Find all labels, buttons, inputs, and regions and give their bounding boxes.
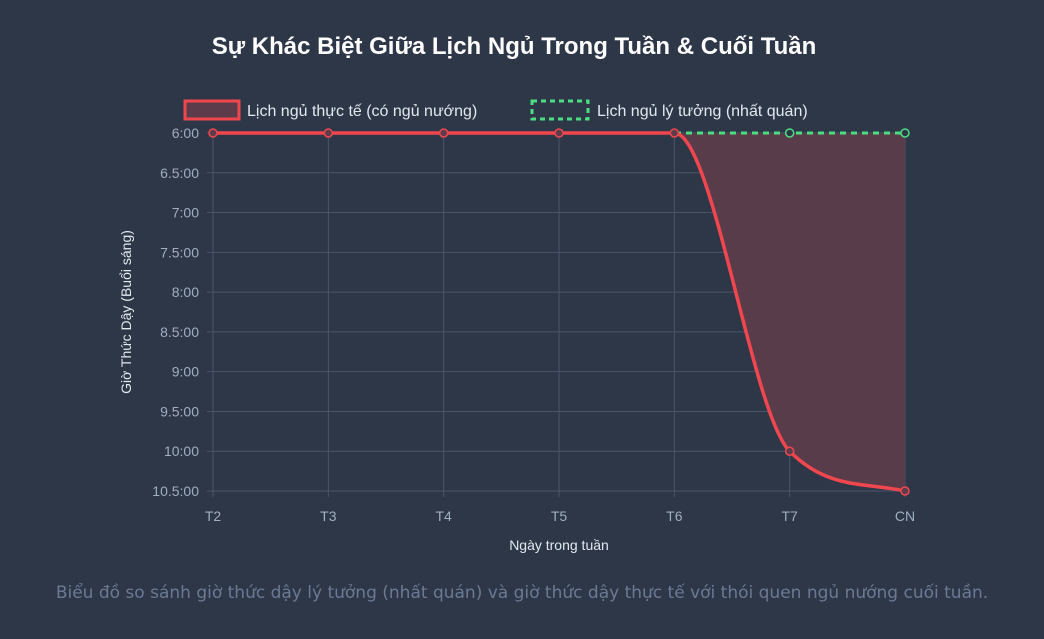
x-tick-label: T7 — [781, 508, 798, 524]
x-tick-label: T4 — [435, 508, 452, 524]
x-tick-label: T6 — [666, 508, 683, 524]
point-actual[interactable] — [208, 128, 218, 138]
legend-swatch-ideal — [530, 99, 590, 121]
point-actual[interactable] — [669, 128, 680, 138]
y-tick-label: 6.5:00 — [160, 165, 199, 181]
y-tick-label: 10.5:00 — [152, 483, 199, 499]
y-tick-label: 7:00 — [172, 205, 199, 221]
x-axis-label: Ngày trong tuần — [509, 537, 609, 553]
y-tick-label: 10:00 — [164, 443, 199, 459]
y-axis-label: Giờ Thức Dậy (Buổi sáng) — [118, 230, 134, 394]
grid — [207, 132, 906, 497]
difference-area — [213, 133, 905, 491]
y-axis-ticks: 6:00 6.5:00 7:00 7.5:00 8:00 8.5:00 9:00 9.5:00… — [152, 125, 199, 499]
legend-label-actual: Lịch ngủ thực tế (có ngủ nướng) — [247, 103, 477, 120]
point-actual[interactable] — [784, 446, 795, 456]
chart-caption: Biểu đồ so sánh giờ thức dậy lý tưởng (n… — [55, 583, 989, 603]
area-fill — [213, 133, 905, 491]
legend-swatch-actual — [183, 99, 241, 121]
chart-title: Sự Khác Biệt Giữa Lịch Ngủ Trong Tuần & … — [212, 33, 817, 60]
x-tick-label: T2 — [205, 508, 222, 524]
x-tick-label: T5 — [551, 508, 568, 524]
point-actual[interactable] — [438, 128, 449, 138]
series-points — [208, 128, 910, 496]
y-tick-label: 8:00 — [172, 284, 199, 300]
x-axis-ticks: T2 T3 T4 T5 T6 T7 CN — [205, 508, 915, 524]
y-tick-label: 7.5:00 — [160, 244, 199, 260]
x-tick-label: CN — [895, 508, 915, 524]
point-ideal[interactable] — [900, 128, 910, 138]
point-actual[interactable] — [554, 128, 564, 138]
y-tick-label: 9.5:00 — [160, 403, 199, 419]
point-ideal[interactable] — [784, 128, 795, 138]
x-tick-label: T3 — [320, 508, 337, 524]
point-actual[interactable] — [900, 486, 910, 496]
legend-item-actual[interactable]: Lịch ngủ thực tế (có ngủ nướng) — [183, 99, 477, 121]
legend-item-ideal[interactable]: Lịch ngủ lý tưởng (nhất quán) — [530, 99, 808, 121]
y-tick-label: 8.5:00 — [160, 324, 199, 340]
y-tick-label: 9:00 — [172, 364, 199, 380]
y-tick-label: 6:00 — [172, 125, 199, 141]
legend: Lịch ngủ thực tế (có ngủ nướng) Lịch ngủ… — [183, 99, 808, 121]
legend-label-ideal: Lịch ngủ lý tưởng (nhất quán) — [597, 103, 808, 120]
chart: Sự Khác Biệt Giữa Lịch Ngủ Trong Tuần & … — [118, 33, 915, 553]
point-actual[interactable] — [323, 128, 334, 138]
